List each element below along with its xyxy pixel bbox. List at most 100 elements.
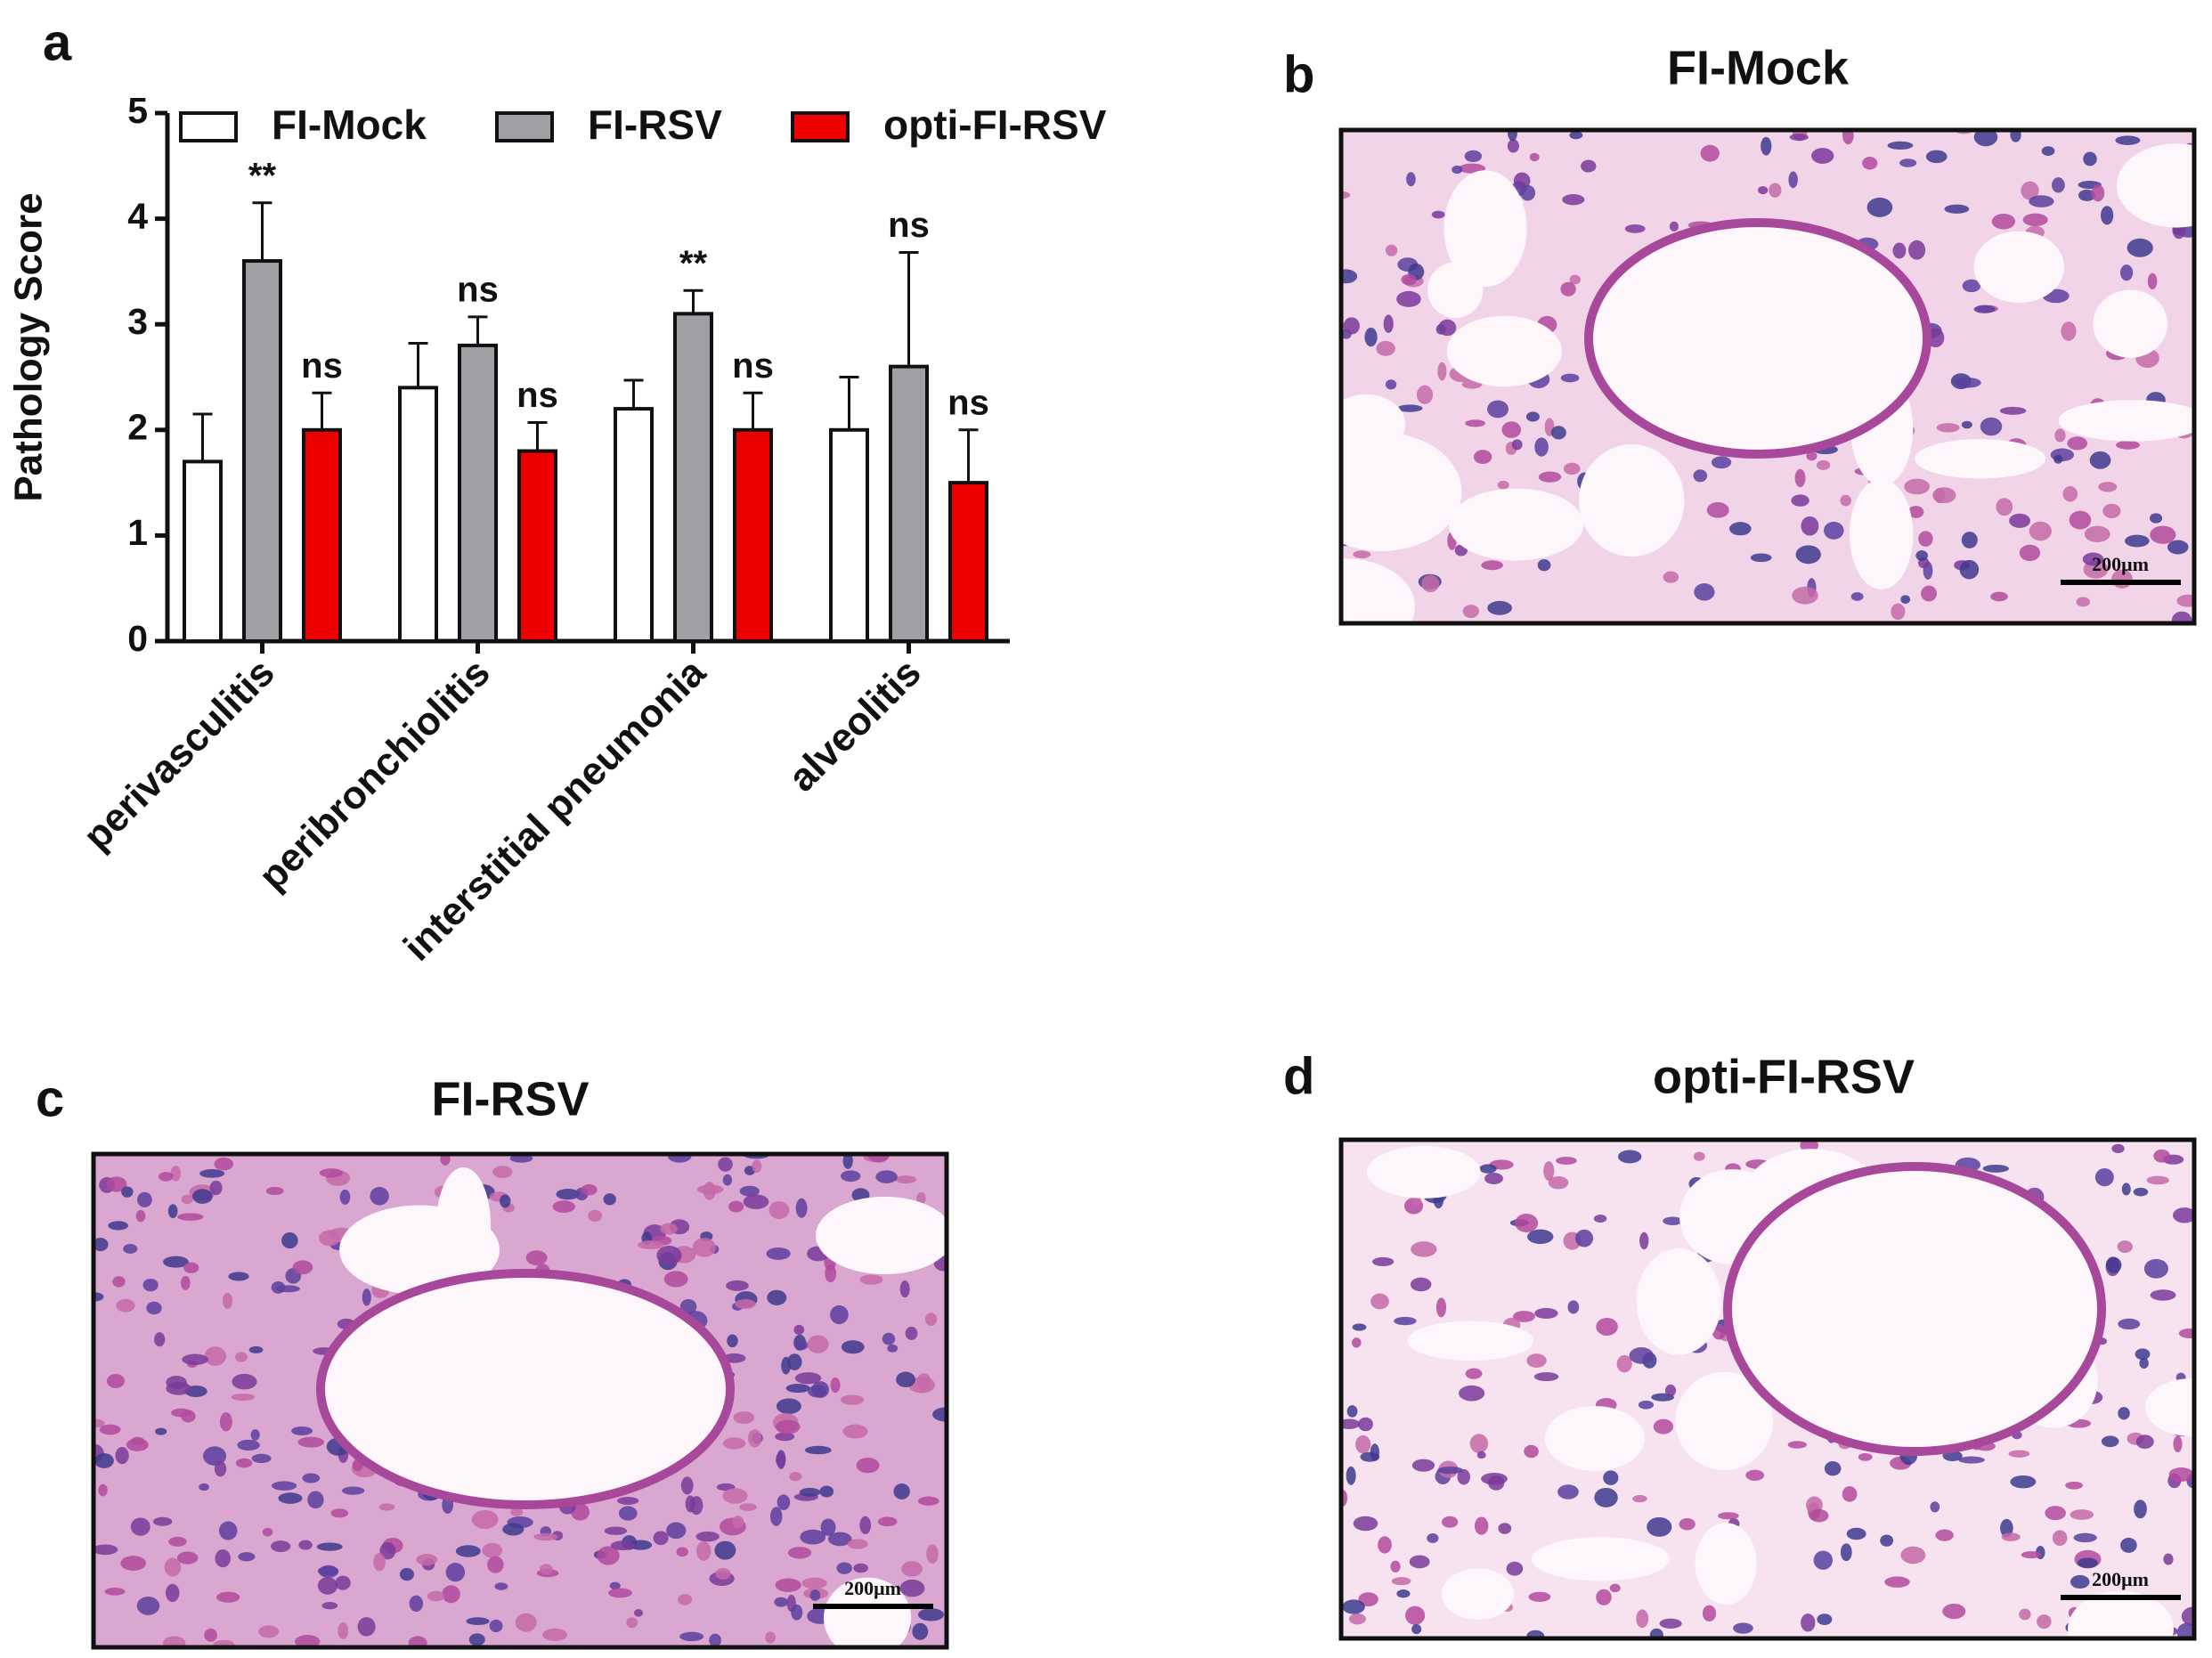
cell	[1358, 1592, 1378, 1607]
cell	[1370, 1443, 1379, 1461]
cell	[1476, 1451, 1486, 1459]
cell	[1824, 521, 1844, 540]
cell	[2176, 594, 2194, 607]
cell	[502, 1523, 525, 1536]
cell	[766, 1247, 791, 1260]
cell	[94, 1238, 109, 1252]
cell	[1624, 224, 1646, 233]
cell	[722, 1488, 748, 1504]
cell	[1411, 1624, 1422, 1635]
cell	[1457, 1468, 1470, 1485]
lumen	[1636, 1248, 1721, 1355]
cell	[676, 1547, 688, 1557]
cell	[235, 1458, 253, 1468]
cell	[875, 1170, 898, 1183]
cell	[258, 1625, 280, 1638]
lumen	[2093, 289, 2168, 358]
cell	[1593, 1215, 1607, 1223]
lumen	[1579, 443, 1685, 557]
cell	[2082, 552, 2104, 566]
lumen	[1446, 315, 1562, 387]
cell	[468, 1633, 485, 1646]
x-tick-label: perivasculitis	[75, 651, 283, 859]
cell	[2146, 1175, 2169, 1185]
cell	[2134, 1500, 2147, 1519]
cell	[1437, 362, 1447, 381]
cell	[836, 1562, 852, 1574]
cell	[1718, 1512, 1739, 1520]
cell	[1563, 462, 1581, 475]
cell	[248, 1345, 264, 1353]
cell	[2118, 1318, 2141, 1330]
y-tick-label: 1	[127, 512, 148, 553]
cell	[215, 1549, 231, 1568]
significance-label: **	[679, 244, 708, 283]
cell	[781, 1356, 792, 1375]
cell	[1411, 1241, 1437, 1257]
cell	[231, 1393, 256, 1402]
cell	[1653, 1418, 1673, 1434]
cell	[341, 1486, 365, 1495]
cell	[1557, 1484, 1579, 1500]
cell	[2010, 130, 2021, 142]
cell	[775, 1432, 795, 1442]
cell	[1371, 1256, 1395, 1267]
cell	[204, 1628, 217, 1642]
bar	[733, 427, 773, 643]
cell	[362, 1288, 371, 1306]
cell	[1824, 1461, 1842, 1476]
cell	[1543, 1161, 1555, 1182]
cell	[1556, 1157, 1577, 1165]
cell	[1469, 1434, 1489, 1453]
cell	[1370, 1293, 1389, 1310]
cell	[1996, 498, 2013, 516]
cell	[378, 1503, 395, 1511]
cell	[1915, 550, 1928, 561]
cell	[94, 1292, 104, 1302]
cell	[98, 1483, 108, 1497]
image-title: opti-FI-RSV	[1653, 1050, 1915, 1103]
image-title: FI-RSV	[431, 1072, 589, 1126]
cell	[2010, 1475, 2037, 1489]
cell	[581, 1183, 598, 1196]
lumen	[1341, 432, 1462, 552]
cell	[917, 1608, 945, 1621]
cell	[653, 1531, 669, 1546]
cell	[455, 1545, 481, 1557]
cell	[202, 1446, 227, 1466]
cell	[228, 1272, 249, 1281]
cell	[1506, 1561, 1524, 1576]
cell	[1991, 213, 2016, 230]
cell	[1789, 134, 1809, 142]
cell	[2176, 1622, 2194, 1638]
cell	[2076, 597, 2090, 607]
cell	[112, 1276, 126, 1288]
cell	[1378, 1536, 1392, 1554]
cell	[2065, 1481, 2083, 1490]
x-tick-label: alveolitis	[780, 651, 930, 801]
cell	[1435, 1297, 1447, 1318]
cell	[1352, 1337, 1362, 1348]
cell	[2069, 510, 2092, 530]
cell	[827, 1532, 852, 1547]
cell	[238, 1552, 256, 1562]
cell	[321, 1602, 338, 1610]
bar	[948, 481, 988, 643]
cell	[399, 1567, 414, 1581]
y-tick-label: 0	[127, 618, 148, 659]
scale-bar-label: 200μm	[844, 1577, 901, 1599]
cell	[1935, 1529, 1954, 1541]
cell	[1512, 1311, 1535, 1322]
cell	[819, 1485, 834, 1498]
cell	[1806, 451, 1818, 461]
cell	[115, 1446, 129, 1465]
cell	[1801, 516, 1819, 536]
panel-label: a	[43, 13, 72, 71]
cell	[1761, 136, 1772, 156]
cell	[709, 1633, 721, 1647]
cell	[1664, 1384, 1677, 1397]
cell	[1397, 404, 1423, 412]
cell	[1346, 1405, 1358, 1418]
cell	[1795, 545, 1821, 565]
